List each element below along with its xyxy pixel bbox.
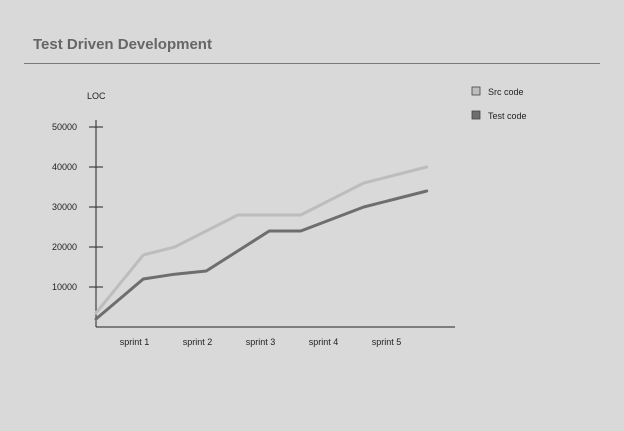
y-axis-label: LOC — [87, 91, 106, 101]
x-tick-label: sprint 2 — [183, 337, 213, 347]
chart-series — [94, 165, 429, 321]
legend-swatch — [471, 110, 481, 120]
x-tick-label: sprint 3 — [246, 337, 276, 347]
y-tick-label: 20000 — [52, 242, 77, 252]
chart-legend: Src code Test code — [471, 86, 527, 121]
y-tick-label: 30000 — [52, 202, 77, 212]
chart-axes: LOC 10000 20000 30000 40000 50000 sprint 1 spri… — [52, 91, 455, 347]
y-tick-label: 10000 — [52, 282, 77, 292]
x-tick-label: sprint 4 — [309, 337, 339, 347]
legend-swatch — [471, 86, 481, 96]
x-tick-label: sprint 5 — [372, 337, 402, 347]
page-title: Test Driven Development — [33, 36, 212, 53]
legend-label: Src code — [488, 87, 524, 97]
title-divider — [24, 63, 600, 64]
y-tick-label: 40000 — [52, 162, 77, 172]
series-line-src-code — [94, 165, 429, 315]
y-tick-label: 50000 — [52, 122, 77, 132]
legend-label: Test code — [488, 111, 527, 121]
x-tick-label: sprint 1 — [120, 337, 150, 347]
